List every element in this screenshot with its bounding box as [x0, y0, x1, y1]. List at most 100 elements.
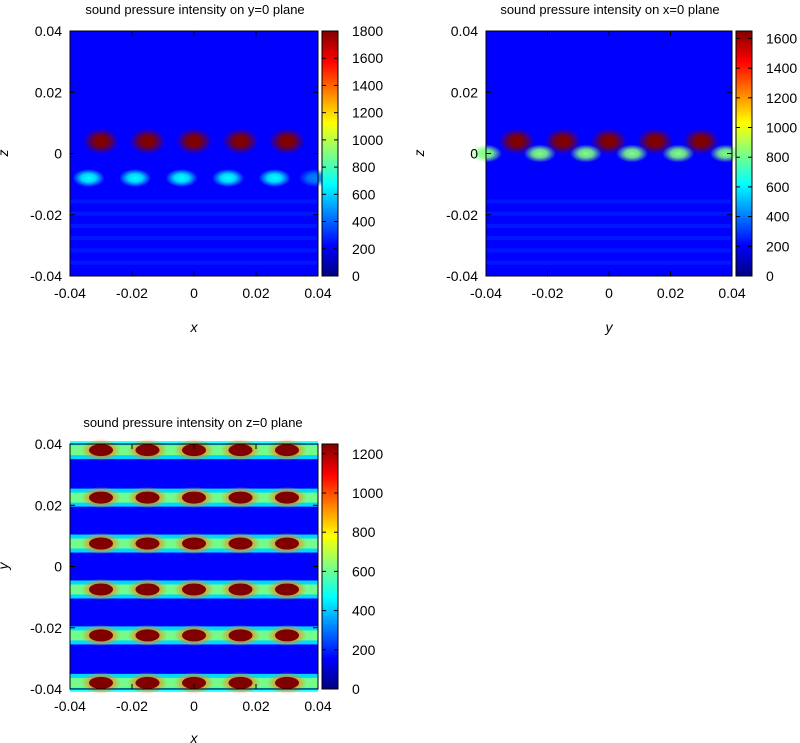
hotspot-core [228, 583, 253, 596]
field-background [70, 444, 318, 689]
colorbar-gradient [735, 30, 753, 277]
hotspot-core [135, 583, 160, 596]
y-tick-label: 0.04 [35, 436, 62, 452]
wave-band [486, 199, 732, 204]
colorbar-tick-label: 400 [352, 603, 376, 619]
hotspot-core [182, 491, 206, 504]
colorbar-tick-label: 1200 [766, 90, 797, 106]
y-tick-label: -0.04 [30, 268, 62, 284]
x-tick-label: 0 [190, 285, 198, 301]
hotspot-core [281, 136, 293, 147]
colorbar-tick-label: 1000 [766, 120, 797, 136]
hotspot [709, 144, 742, 163]
x-tick-label: -0.04 [54, 698, 86, 714]
y-ticks: -0.04 -0.02 0 0.02 0.04 [30, 436, 318, 697]
colorbar-gradient [321, 30, 339, 277]
hotspot-core [141, 136, 154, 147]
wave-band [486, 223, 732, 228]
colorbar-tick-label: 600 [352, 563, 376, 579]
wave-band [70, 236, 318, 241]
colorbar: 0 200 400 600 800 1000 1200 1400 1600 1800 [321, 23, 383, 284]
colorbar-tick-label: 600 [766, 179, 790, 195]
hotspot-core [135, 491, 160, 504]
hotspot-core [603, 136, 615, 147]
hotspot-core [182, 537, 206, 550]
wave-band [70, 248, 318, 253]
hotspot [119, 169, 152, 187]
y-tick-label: 0 [470, 146, 478, 162]
hotspot-core [182, 444, 206, 457]
y-tick-label: -0.04 [30, 681, 62, 697]
x-tick-label: -0.04 [54, 285, 86, 301]
y-axis-label: z [0, 150, 11, 158]
x-tick-label: 0.02 [242, 698, 269, 714]
x-ticks: -0.04 -0.02 0 0.02 0.04 [54, 444, 332, 714]
hotspot-core [89, 444, 113, 457]
hotspot [616, 144, 649, 163]
y-tick-label: 0.02 [35, 84, 62, 100]
heatmap-chart-1: sound pressure intensity on y=0 plane -0… [0, 2, 383, 335]
hotspot-core [275, 583, 299, 596]
hotspot-core [135, 444, 160, 457]
y-tick-label: -0.02 [30, 620, 62, 636]
x-axis-label: x [190, 730, 199, 743]
x-tick-label: -0.02 [116, 285, 148, 301]
wave-band [70, 223, 318, 228]
hotspot-core [510, 136, 523, 147]
y-axis-label: y [0, 562, 11, 571]
x-tick-label: 0.02 [657, 285, 684, 301]
x-tick-label: 0.04 [718, 285, 745, 301]
heatmap-field [70, 31, 331, 276]
hotspot-core [89, 629, 113, 642]
hotspot-core [182, 676, 206, 689]
wave-band [70, 260, 318, 265]
x-tick-label: 0 [605, 285, 613, 301]
colorbar-tick-label: 1200 [352, 446, 383, 462]
colorbar-tick-label: 200 [766, 238, 790, 254]
x-tick-label: 0.04 [304, 698, 331, 714]
wave-band [486, 260, 732, 265]
x-tick-label: 0.04 [304, 285, 331, 301]
hotspot-core [228, 444, 253, 457]
y-tick-label: -0.04 [446, 268, 478, 284]
x-axis-label: x [190, 319, 199, 335]
colorbar: 0 200 400 600 800 1000 1200 1400 1600 [735, 30, 797, 284]
y-ticks: -0.04 -0.02 0 0.02 0.04 [30, 23, 318, 284]
colorbar-ticks: 0 200 400 600 800 1000 1200 1400 1600 [736, 30, 797, 284]
y-tick-label: 0.02 [451, 84, 478, 100]
hotspot-core [228, 491, 253, 504]
hotspot-core [89, 583, 113, 596]
y-tick-label: 0.02 [35, 497, 62, 513]
chart-title: sound pressure intensity on x=0 plane [500, 2, 719, 17]
colorbar-tick-label: 200 [352, 241, 376, 257]
chart-title: sound pressure intensity on y=0 plane [85, 2, 304, 17]
hotspot-core [649, 136, 662, 147]
hotspot-core [89, 537, 113, 550]
heatmap-chart-3: sound pressure intensity on z=0 plane -0… [0, 415, 383, 743]
colorbar-tick-label: 1200 [352, 105, 383, 121]
hotspot [662, 144, 695, 163]
y-axis-label: z [411, 150, 427, 158]
colorbar-tick-label: 0 [352, 268, 360, 284]
hotspot-core [275, 629, 299, 642]
x-ticks: -0.04 -0.02 0 0.02 0.04 [470, 31, 746, 301]
colorbar-tick-label: 800 [766, 149, 790, 165]
hotspot-core [89, 491, 113, 504]
hotspot-core [275, 444, 299, 457]
hotspot-core [182, 583, 206, 596]
chart-title: sound pressure intensity on z=0 plane [83, 415, 302, 430]
colorbar-tick-label: 1600 [352, 50, 383, 66]
wave-band [70, 211, 318, 216]
hotspot [523, 144, 556, 163]
hotspot-core [135, 676, 160, 689]
hotspot-core [135, 537, 160, 550]
colorbar-tick-label: 0 [766, 268, 774, 284]
hotspot-core [135, 629, 160, 642]
hotspot-core [228, 676, 253, 689]
hotspot [258, 169, 291, 187]
y-tick-label: 0 [54, 559, 62, 575]
heatmap-field [70, 439, 318, 694]
x-axis-label: y [605, 319, 614, 335]
hotspot [165, 169, 198, 187]
colorbar-ticks: 0 200 400 600 800 1000 1200 1400 1600 1800 [322, 23, 383, 284]
